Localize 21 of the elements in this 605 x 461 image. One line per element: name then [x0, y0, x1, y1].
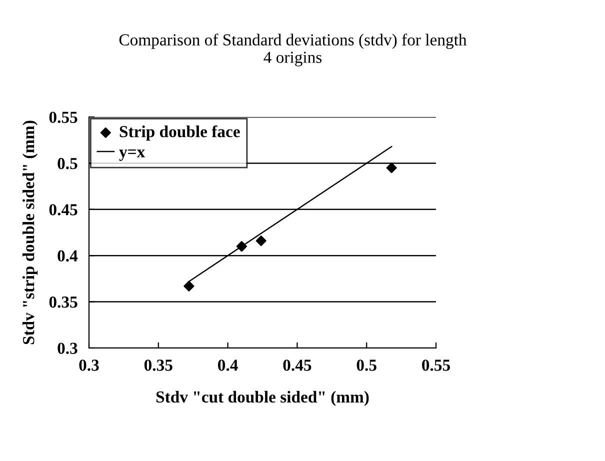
x-tick-label: 0.4 [218, 360, 238, 371]
y-tick-label: 0.55 [49, 112, 78, 124]
y-tick-label: 0.5 [58, 158, 78, 170]
x-axis-title: Stdv "cut double sided" (mm) [156, 390, 369, 406]
x-tick-label: 0.35 [144, 360, 172, 371]
y-axis-title: Stdv "strip double sided" (mm) [22, 120, 38, 344]
y-tick-label: 0.3 [58, 342, 78, 354]
legend-label: y=x [119, 150, 146, 161]
y-tick-label: 0.4 [58, 250, 78, 262]
x-tick-label: 0.55 [422, 360, 450, 371]
point [386, 162, 397, 174]
y-tick-label: 0.35 [49, 296, 78, 308]
x-tick-label: 0.45 [283, 360, 312, 371]
x-tick-label: 0.3 [79, 360, 99, 371]
chart-title: Comparison of Standard deviations (stdv) for length 4 origins [119, 34, 467, 66]
legend-label: Strip double face [120, 125, 240, 141]
point [184, 280, 194, 292]
point [236, 241, 247, 252]
point [256, 236, 266, 246]
y-tick-label: 0.45 [49, 204, 78, 216]
x-tick-label: 0.5 [356, 360, 376, 371]
